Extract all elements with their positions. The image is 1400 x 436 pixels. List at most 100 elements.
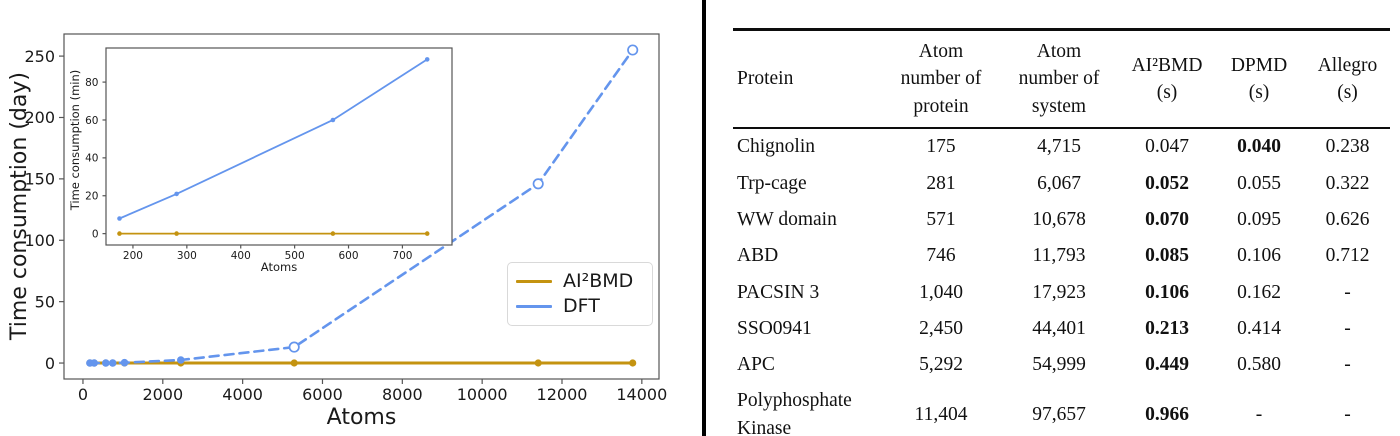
main-chart: 0 2000 4000 6000 8000 10000 12000 1400005010015… <box>7 33 667 430</box>
ai2bmd-cell: 0.966 <box>1145 404 1189 426</box>
dpmd-cell: 0.106 <box>1237 245 1281 267</box>
atoms_protein-cell: 5,292 <box>919 354 963 376</box>
protein-cell: Chignolin <box>737 136 816 158</box>
inset-y-tick-label: 0 <box>92 228 99 240</box>
table-row: WW domain 571 10,678 0.070 0.095 0.626 <box>733 201 1390 237</box>
ai2bmd-cell: 0.070 <box>1145 208 1189 230</box>
inset-x-tick-label: 600 <box>338 250 358 262</box>
atoms_system-cell: 54,999 <box>1032 354 1086 376</box>
allegro-cell: 0.712 <box>1325 245 1370 267</box>
table-header-row: Protein Atom number of protein Atom number… <box>733 29 1390 128</box>
inset-x-tick-label: 400 <box>231 250 251 262</box>
allegro-cell: - <box>1344 354 1351 376</box>
column-header-protein: Protein <box>737 68 794 90</box>
inset-x-tick-label: 500 <box>285 250 305 262</box>
allegro-cell: - <box>1344 404 1351 426</box>
atoms_protein-cell: 175 <box>926 136 956 158</box>
main-y-tick-label: 250 <box>24 47 55 66</box>
allegro-cell: 0.322 <box>1325 172 1370 194</box>
dpmd-cell: 0.580 <box>1237 354 1281 376</box>
legend-entry: AI²BMD <box>516 269 644 292</box>
ai2bmd-cell: 0.047 <box>1145 136 1189 158</box>
table-body: Chignolin 175 4,715 0.047 0.040 0.238 Trp-cage… <box>733 128 1390 436</box>
dft-series-main <box>86 44 639 367</box>
benchmark-chart-pane: 0 2000 4000 6000 8000 10000 12000 14000 0 50 100 15… <box>7 33 667 430</box>
main-x-tick-label: 12000 <box>537 385 588 404</box>
main-plot-frame <box>63 33 660 380</box>
vertical-divider <box>702 0 706 436</box>
table-row: ABD 746 11,793 0.085 0.106 0.712 <box>733 238 1390 274</box>
table-row: Trp-cage 281 6,067 0.052 0.055 0.322 <box>733 165 1390 201</box>
protein-cell: APC <box>737 354 775 376</box>
main-x-tick-label: 0 <box>78 385 88 404</box>
table-row: PACSIN 3 1,040 17,923 0.106 0.162 - <box>733 274 1390 310</box>
table-row: SSO0941 2,450 44,401 0.213 0.414 - <box>733 310 1390 346</box>
main-x-tick-label: 8000 <box>382 385 423 404</box>
table-row: Polyphosphate Kinase 11,404 97,657 0.966 - - <box>733 383 1390 436</box>
main-y-tick-label: 0 <box>45 354 55 373</box>
main-x-tick-label: 14000 <box>616 385 667 404</box>
legend-label: AI²BMD <box>563 269 634 292</box>
protein-cell: SSO0941 <box>737 317 812 339</box>
protein-cell: Polyphosphate Kinase <box>737 390 852 436</box>
main-y-tick-label: 200 <box>24 108 55 127</box>
table-row: Chignolin 175 4,715 0.047 0.040 0.238 <box>733 128 1390 165</box>
column-header-atoms_system: Atom number of system <box>1018 41 1100 117</box>
inset-chart: 200 300 400 500 600 700 0 20 40 60 80 Atoms Time con… <box>68 47 453 274</box>
ai2bmd-cell: 0.052 <box>1145 172 1189 194</box>
table-row: APC 5,292 54,999 0.449 0.580 - <box>733 347 1390 383</box>
main-y-tick-label: 100 <box>24 231 55 250</box>
dpmd-cell: 0.414 <box>1237 317 1281 339</box>
ai2bmd-cell: 0.106 <box>1145 281 1189 303</box>
dpmd-cell: 0.055 <box>1237 172 1281 194</box>
atoms_protein-cell: 11,404 <box>914 404 968 426</box>
column-header-atoms_protein: Atom number of protein <box>900 41 982 117</box>
inset-y-tick-label: 40 <box>85 153 98 165</box>
benchmark-table-pane: Protein Atom number of protein Atom number… <box>706 0 1400 436</box>
main-y-tick-label: 50 <box>35 292 55 311</box>
atoms_protein-cell: 281 <box>926 172 956 194</box>
main-x-axis-label: Atoms <box>327 405 397 430</box>
dft-series-inset <box>117 57 430 221</box>
atoms_protein-cell: 2,450 <box>919 317 963 339</box>
allegro-cell: - <box>1344 317 1351 339</box>
allegro-cell: - <box>1344 281 1351 303</box>
table-header-row: Protein Atom number of protein Atom number… <box>733 29 1390 128</box>
column-header-dpmd: DPMD (s) <box>1230 54 1288 103</box>
main-x-tick-label: 4000 <box>222 385 263 404</box>
protein-cell: PACSIN 3 <box>737 281 820 303</box>
inset-y-tick-label: 20 <box>85 191 98 203</box>
main-y-axis-label: Time consumption (day) <box>7 72 32 341</box>
dpmd-cell: - <box>1255 404 1263 426</box>
atoms_protein-cell: 746 <box>926 245 956 267</box>
column-header-allegro: Allegro (s) <box>1317 54 1378 103</box>
inset-x-tick-label: 300 <box>177 250 197 262</box>
ai2bmd-cell: 0.449 <box>1145 354 1189 376</box>
main-x-tick-label: 6000 <box>302 385 343 404</box>
atoms_system-cell: 10,678 <box>1032 208 1086 230</box>
time-consumption-chart: 0 2000 4000 6000 8000 10000 12000 1400005010015… <box>7 33 667 430</box>
protein-cell: Trp-cage <box>737 172 807 194</box>
legend-line-swatch <box>516 305 552 309</box>
ai2bmd-cell: 0.213 <box>1145 317 1189 339</box>
dpmd-cell: 0.162 <box>1237 281 1281 303</box>
ai2bmd-series-inset <box>117 231 430 236</box>
main-y-tick-label: 150 <box>24 170 55 189</box>
inset-y-axis-label: Time consumption (min) <box>68 70 82 212</box>
chart-legend: AI²BMD DFT <box>507 262 653 326</box>
atoms_protein-cell: 571 <box>926 208 956 230</box>
legend-label: DFT <box>563 295 600 318</box>
atoms_system-cell: 4,715 <box>1037 136 1081 158</box>
main-x-tick-label: 2000 <box>142 385 183 404</box>
protein-cell: ABD <box>737 245 779 267</box>
inset-x-tick-label: 200 <box>123 250 143 262</box>
atoms_system-cell: 44,401 <box>1032 317 1086 339</box>
atoms_protein-cell: 1,040 <box>919 281 963 303</box>
inset-x-tick-label: 700 <box>392 250 412 262</box>
allegro-cell: 0.626 <box>1325 208 1370 230</box>
ai2bmd-cell: 0.085 <box>1145 245 1189 267</box>
atoms_system-cell: 6,067 <box>1037 172 1081 194</box>
main-x-tick-label: 10000 <box>457 385 508 404</box>
inset-x-axis-label: Atoms <box>261 260 297 274</box>
